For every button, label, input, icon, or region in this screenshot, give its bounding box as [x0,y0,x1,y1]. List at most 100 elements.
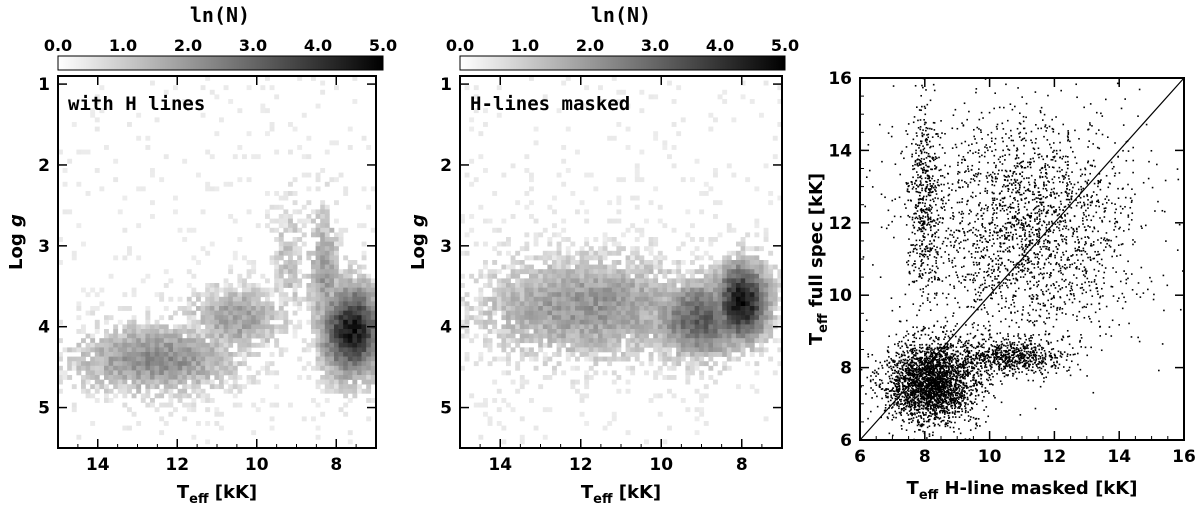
heatmap-cell [754,324,760,330]
scatter-point [910,417,913,420]
heatmap-cell [607,310,613,316]
scatter-point [918,365,920,368]
heatmap-cell [288,264,293,270]
heatmap-cell [473,177,479,183]
heatmap-cell [561,269,567,275]
heatmap-cell [237,324,243,330]
scatter-point [935,167,937,170]
heatmap-cell [529,315,534,321]
heatmap-cell [593,296,599,302]
scatter-point [942,262,945,264]
scatter-point [929,210,931,212]
heatmap-cell [713,324,718,330]
heatmap-cell [588,310,594,316]
heatmap-cell [515,338,521,344]
heatmap-cell [565,324,571,330]
heatmap-cell [542,250,548,256]
heatmap-cell [94,126,100,132]
heatmap-cell [191,356,197,362]
scatter-point [926,139,929,141]
heatmap-cell [301,416,307,422]
heatmap-cell [228,287,234,293]
heatmap-cell [634,163,640,169]
heatmap-cell [588,329,594,334]
heatmap-cell [703,421,709,426]
heatmap-cell [209,287,215,293]
heatmap-cell [506,310,511,316]
heatmap-cell [616,209,622,215]
scatter-point [923,388,926,390]
heatmap-cell [260,306,266,311]
heatmap-cell [320,333,326,339]
scatter-point [921,423,924,425]
heatmap-cell [713,264,718,270]
heatmap-cell [177,361,183,367]
heatmap-cell [260,315,266,321]
heatmap-cell [653,306,659,311]
scatter-point [952,354,955,357]
heatmap-cell [214,356,220,362]
scatter-point [942,331,945,333]
heatmap-cell [717,352,723,357]
heatmap-cell [529,296,534,302]
scatter-point [947,403,949,406]
heatmap-cell [717,273,723,279]
heatmap-cell [754,296,760,302]
heatmap-cell [237,361,243,367]
scatter-point [881,397,883,400]
heatmap-cell [223,315,229,321]
heatmap-cell [104,370,109,376]
heatmap-cell [708,347,714,353]
heatmap-cell [579,319,585,325]
heatmap-cell [205,379,211,385]
scatter-point [920,210,923,212]
heatmap-cell [460,273,465,279]
heatmap-cell [713,200,718,206]
scatter-point [915,391,918,394]
scatter-point [928,250,931,253]
heatmap-cell [108,352,114,357]
scatter-point [919,119,922,121]
scatter-point [935,231,938,233]
scatter-point [926,143,928,146]
heatmap-cell [306,319,312,325]
heatmap-cell [565,329,571,334]
heatmap-cell [740,80,746,86]
heatmap-cell [772,278,778,284]
scatter-point [927,136,930,139]
heatmap-cell [292,209,298,215]
heatmap-cell [703,319,709,325]
heatmap-cell [694,255,700,261]
scatter-point [915,132,918,134]
heatmap-cell [708,315,714,321]
heatmap-cell [173,370,178,376]
heatmap-cell [76,223,82,229]
scatter-point [914,163,916,166]
heatmap-cell [772,264,778,270]
heatmap-cell [759,329,764,334]
heatmap-cell [334,264,339,270]
heatmap-cell [320,338,326,344]
heatmap-cell [630,195,636,201]
scatter-point [992,383,994,386]
heatmap-cell [315,292,321,298]
heatmap-cell [214,338,220,344]
heatmap-cell [639,283,645,288]
heatmap-cell [357,324,362,330]
heatmap-cell [639,296,645,302]
heatmap-cell [713,319,718,325]
heatmap-cell [625,269,631,275]
heatmap-cell [334,241,339,247]
heatmap-cell [740,310,746,316]
heatmap-cell [657,218,663,224]
heatmap-cell [288,214,293,219]
heatmap-cell [731,315,737,321]
heatmap-cell [713,329,718,334]
scatter-point [987,372,989,375]
scatter-point [908,271,911,274]
heatmap-cell [570,342,576,348]
heatmap-cell [251,319,257,325]
heatmap-cell [671,375,677,380]
heatmap-cell [292,301,298,307]
heatmap-cell [703,329,709,334]
